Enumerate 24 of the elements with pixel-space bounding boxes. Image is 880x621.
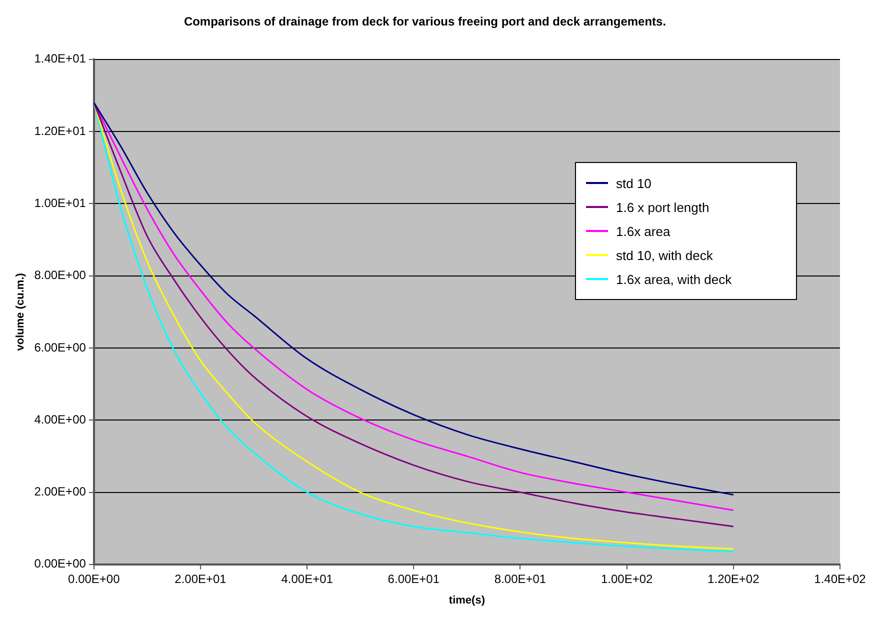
legend-label: 1.6x area xyxy=(616,224,670,238)
legend-label: std 10 xyxy=(616,176,652,190)
y-tick-label: 1.40E+01 xyxy=(34,52,86,66)
x-tick-label: 1.20E+02 xyxy=(708,572,760,586)
x-tick-label: 4.00E+01 xyxy=(281,572,334,586)
y-tick-label: 6.00E+00 xyxy=(34,340,86,354)
x-tick-label: 0.00E+00 xyxy=(68,572,120,586)
y-tick-label: 1.20E+01 xyxy=(34,124,86,138)
x-tick-label: 8.00E+01 xyxy=(494,572,546,586)
y-tick-label: 1.00E+01 xyxy=(34,196,86,210)
x-tick-label: 2.00E+01 xyxy=(174,572,227,586)
legend-label: 1.6x area, with deck xyxy=(616,272,732,286)
y-tick-label: 8.00E+00 xyxy=(34,268,86,282)
y-tick-label: 4.00E+00 xyxy=(34,412,86,426)
y-axis-title: volume (cu.m.) xyxy=(14,272,27,351)
x-tick-label: 1.00E+02 xyxy=(600,572,654,586)
y-tick-label: 0.00E+00 xyxy=(34,556,86,571)
x-tick-label: 6.00E+01 xyxy=(388,572,440,586)
y-tick-label: 2.00E+00 xyxy=(34,484,86,499)
x-axis-title: time(s) xyxy=(448,594,486,606)
x-tick-label: 1.40E+02 xyxy=(814,572,866,586)
legend-label: 1.6 x port length xyxy=(616,200,710,214)
legend-label: std 10, with deck xyxy=(616,248,713,262)
chart-title: Comparisons of drainage from deck for various freeing port and deck arrangements. xyxy=(184,14,666,29)
